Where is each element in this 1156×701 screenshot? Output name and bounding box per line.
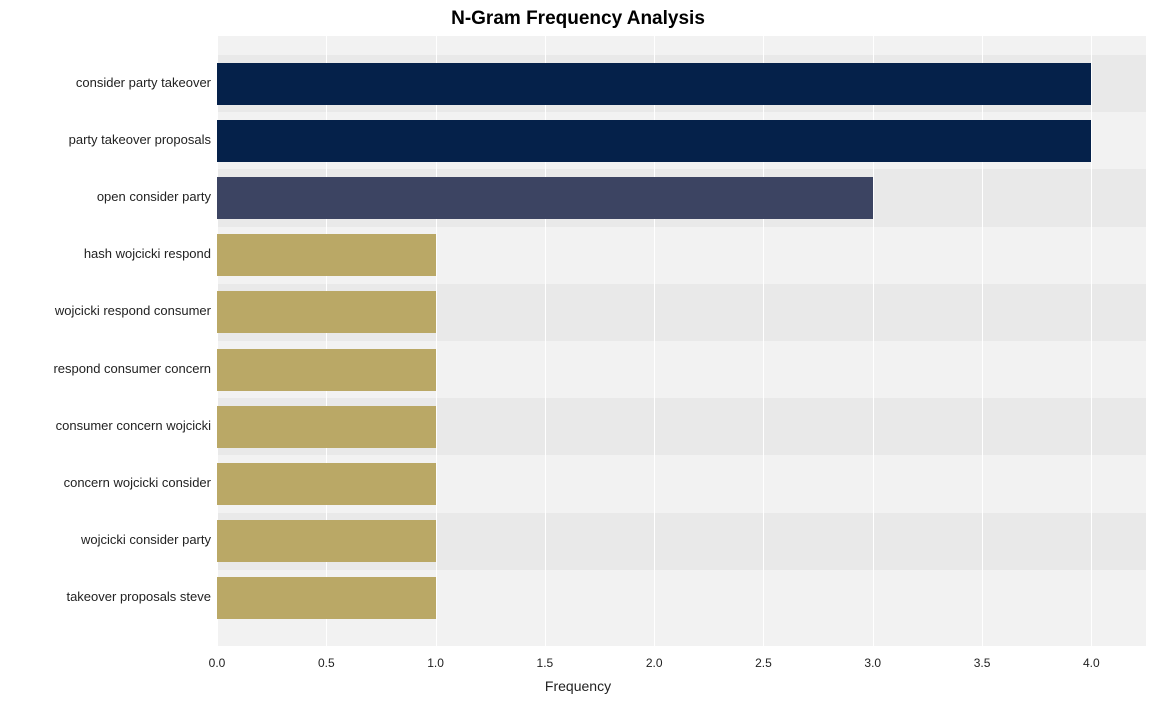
x-tick-label: 0.5 xyxy=(318,656,335,670)
plot-area xyxy=(217,36,1146,646)
x-tick-label: 2.5 xyxy=(755,656,772,670)
y-tick-label: consumer concern wojcicki xyxy=(56,418,211,433)
x-tick-label: 4.0 xyxy=(1083,656,1100,670)
bar xyxy=(217,406,436,448)
bar xyxy=(217,520,436,562)
y-tick-label: respond consumer concern xyxy=(53,361,211,376)
y-tick-label: takeover proposals steve xyxy=(66,589,211,604)
chart-container: N-Gram Frequency Analysis Frequency cons… xyxy=(0,0,1156,701)
bar xyxy=(217,463,436,505)
bar xyxy=(217,349,436,391)
bar xyxy=(217,291,436,333)
y-tick-label: wojcicki consider party xyxy=(81,532,211,547)
bar xyxy=(217,63,1091,105)
y-tick-label: open consider party xyxy=(97,189,211,204)
chart-title: N-Gram Frequency Analysis xyxy=(0,8,1156,30)
bar xyxy=(217,234,436,276)
x-tick-label: 3.5 xyxy=(974,656,991,670)
grid-band xyxy=(217,36,1146,55)
bar xyxy=(217,577,436,619)
x-tick-label: 0.0 xyxy=(209,656,226,670)
bar xyxy=(217,177,873,219)
x-axis-label: Frequency xyxy=(0,678,1156,694)
y-tick-label: consider party takeover xyxy=(76,75,211,90)
y-tick-label: wojcicki respond consumer xyxy=(55,303,211,318)
y-tick-label: hash wojcicki respond xyxy=(84,246,211,261)
y-tick-label: concern wojcicki consider xyxy=(64,475,211,490)
y-tick-label: party takeover proposals xyxy=(69,132,211,147)
grid-band xyxy=(217,627,1146,646)
bar xyxy=(217,120,1091,162)
x-tick-label: 2.0 xyxy=(646,656,663,670)
x-tick-label: 3.0 xyxy=(864,656,881,670)
grid-line xyxy=(1091,36,1092,646)
x-tick-label: 1.5 xyxy=(537,656,554,670)
x-tick-label: 1.0 xyxy=(427,656,444,670)
